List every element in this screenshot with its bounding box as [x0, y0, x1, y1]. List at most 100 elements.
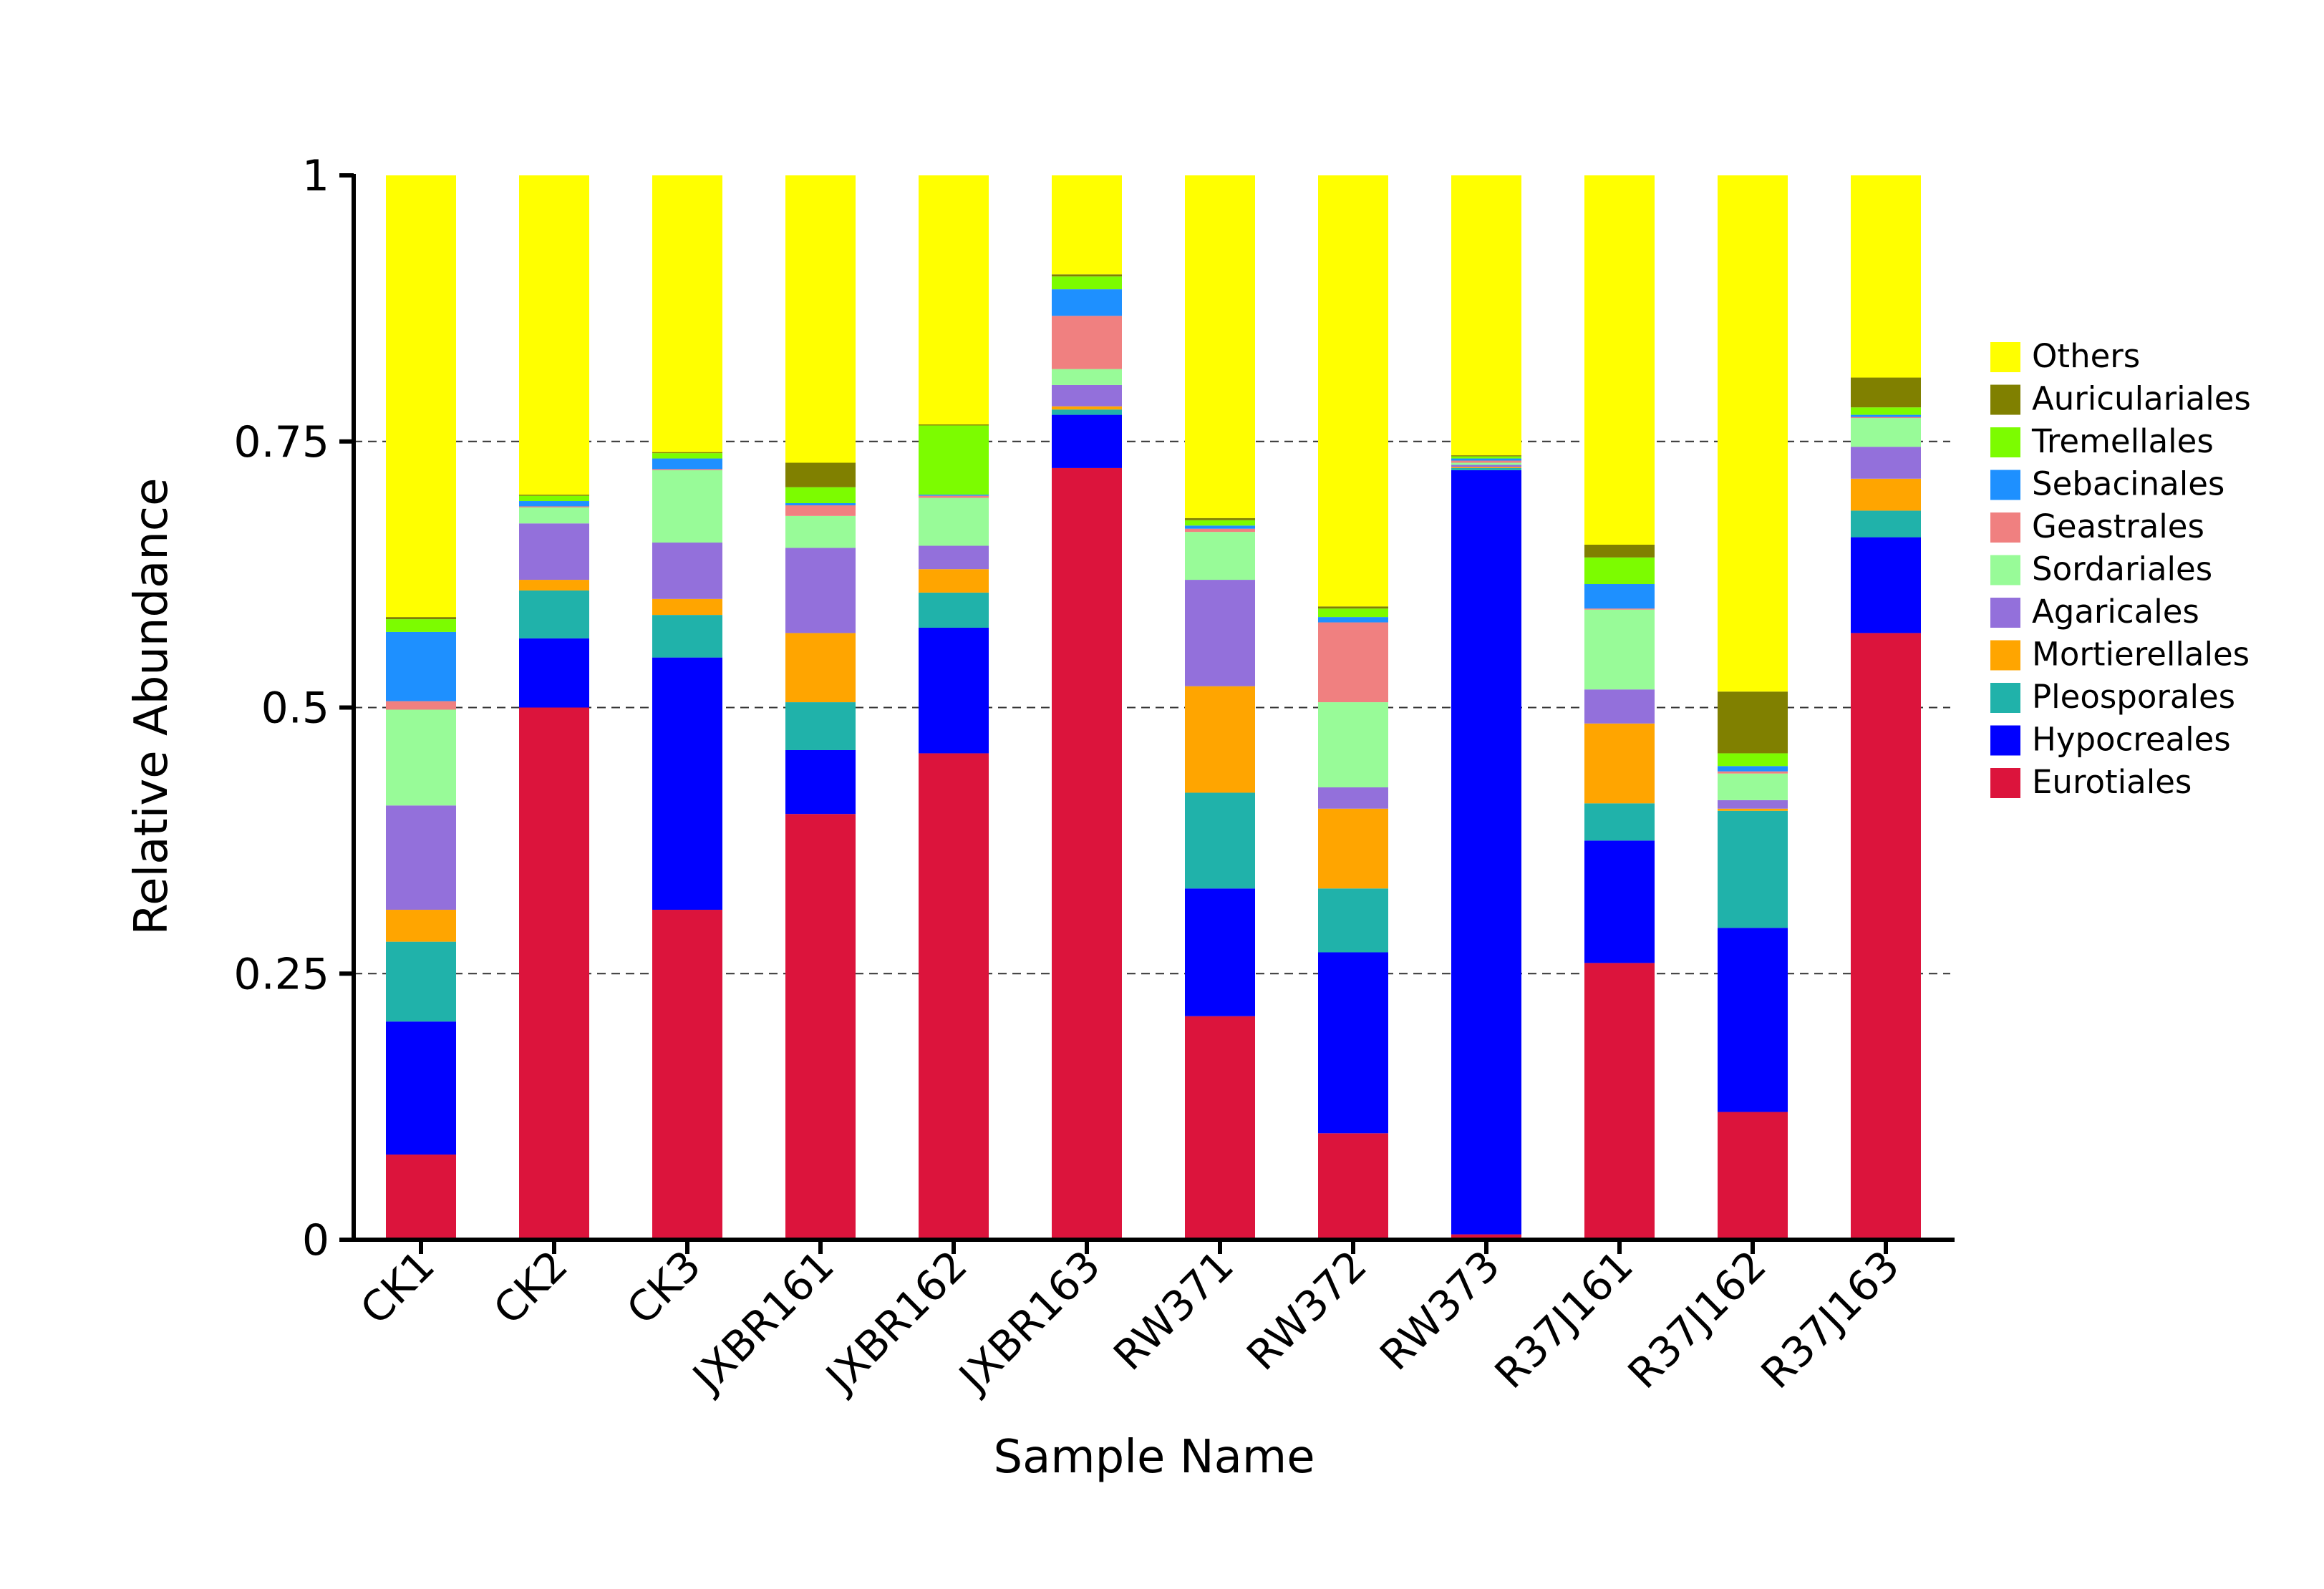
bar-segment-eurotiales-ck3 — [652, 910, 722, 1240]
legend-swatch — [1990, 512, 2020, 543]
bar-segment-hypocreales-rw371 — [1185, 888, 1255, 1016]
bar-segment-pleosporales-jxbr161 — [785, 702, 856, 750]
bar-segment-sebacinales-r37j163 — [1851, 414, 1921, 417]
legend-swatch — [1990, 598, 2020, 628]
x-tick-label: CK1 — [351, 1241, 444, 1334]
bar-segment-hypocreales-rw372 — [1318, 952, 1388, 1134]
bar-segment-auriculariales-r37j161 — [1584, 544, 1655, 558]
bar-segment-sordariales-jxbr162 — [919, 497, 989, 546]
bar-segment-geastrales-jxbr162 — [919, 495, 989, 498]
bar-segment-eurotiales-r37j161 — [1584, 963, 1655, 1240]
bar-segment-eurotiales-rw373 — [1451, 1234, 1521, 1240]
x-tick-label: JXBR162 — [815, 1241, 977, 1402]
legend-label: Sordariales — [2032, 550, 2212, 588]
bar-segment-others-r37j163 — [1851, 175, 1921, 378]
bar-segment-agaricales-rw373 — [1451, 465, 1521, 467]
legend-label: Others — [2032, 337, 2140, 375]
bar-segment-sordariales-rw373 — [1451, 462, 1521, 465]
bar-segment-auriculariales-r37j163 — [1851, 377, 1921, 408]
bar-segment-sordariales-r37j161 — [1584, 609, 1655, 690]
bar-segment-geastrales-rw371 — [1185, 528, 1255, 533]
bar-segment-geastrales-rw373 — [1451, 460, 1521, 463]
y-tick-label: 1 — [302, 151, 329, 201]
y-tick-label: 0.75 — [233, 417, 329, 467]
bar-segment-sebacinales-ck3 — [652, 458, 722, 470]
legend-label: Agaricales — [2032, 593, 2199, 631]
bar-segment-pleosporales-ck2 — [519, 590, 589, 638]
legend-swatch — [1990, 470, 2020, 500]
legend-swatch — [1990, 768, 2020, 798]
x-tick-label: R37J161 — [1486, 1241, 1642, 1398]
bar-segment-hypocreales-jxbr163 — [1052, 414, 1122, 468]
bar-segment-others-r37j161 — [1584, 175, 1655, 545]
bar-segment-others-rw371 — [1185, 175, 1255, 518]
bar-segment-auriculariales-rw373 — [1451, 455, 1521, 457]
bar-segment-sordariales-ck3 — [652, 470, 722, 543]
bar-segment-tremellales-ck1 — [386, 619, 456, 632]
bar-segment-auriculariales-jxbr161 — [785, 462, 856, 487]
x-tick-label: R37J163 — [1752, 1241, 1909, 1398]
legend: Others Auriculariales Tremellales Sebacinal… — [1990, 337, 2251, 801]
bar-segment-agaricales-jxbr162 — [919, 545, 989, 570]
bar-segment-eurotiales-ck2 — [519, 707, 589, 1240]
bar-segment-sebacinales-r37j162 — [1718, 766, 1788, 772]
bar-segment-eurotiales-r37j162 — [1718, 1112, 1788, 1240]
y-tick-label: 0 — [302, 1215, 329, 1265]
x-tick-label: CK3 — [617, 1241, 710, 1334]
bar-segment-pleosporales-rw371 — [1185, 792, 1255, 889]
bar-segment-hypocreales-rw373 — [1451, 470, 1521, 1235]
y-tick-label: 0.25 — [233, 949, 329, 999]
bar-segment-sordariales-r37j162 — [1718, 773, 1788, 800]
bar-segment-pleosporales-r37j161 — [1584, 803, 1655, 841]
bar-segment-hypocreales-r37j162 — [1718, 928, 1788, 1112]
bar-segment-sebacinales-r37j161 — [1584, 584, 1655, 609]
bar-segment-tremellales-rw371 — [1185, 520, 1255, 526]
bar-segment-eurotiales-rw371 — [1185, 1016, 1255, 1240]
bar-segment-agaricales-r37j162 — [1718, 800, 1788, 809]
bar-segment-hypocreales-ck3 — [652, 657, 722, 910]
x-tick-label: RW371 — [1104, 1241, 1243, 1380]
bar-segment-sordariales-jxbr161 — [785, 515, 856, 548]
bar-segment-agaricales-rw372 — [1318, 787, 1388, 809]
bar-segment-sordariales-rw372 — [1318, 702, 1388, 788]
bar-segment-geastrales-rw372 — [1318, 622, 1388, 703]
bar-segment-others-r37j162 — [1718, 175, 1788, 692]
bar-segment-geastrales-ck1 — [386, 701, 456, 710]
bar-segment-auriculariales-rw371 — [1185, 517, 1255, 520]
x-tick-label: RW373 — [1370, 1241, 1509, 1380]
bar-segment-auriculariales-r37j162 — [1718, 691, 1788, 754]
y-ticks: 0 0.25 0.5 0.75 1 — [233, 151, 354, 1265]
bar-segment-hypocreales-r37j161 — [1584, 840, 1655, 963]
bar-segment-mortierellales-jxbr163 — [1052, 406, 1122, 410]
bar-segment-sebacinales-jxbr161 — [785, 502, 856, 505]
bar-segment-others-jxbr163 — [1052, 175, 1122, 275]
x-ticks: CK1 CK2 CK3JXBR161JXBR162JXBR163RW371RW372… — [351, 1240, 1909, 1402]
bar-segment-others-jxbr162 — [919, 175, 989, 424]
bar-segment-sebacinales-jxbr163 — [1052, 289, 1122, 316]
bar-segment-sebacinales-ck1 — [386, 631, 456, 701]
bar-segment-tremellales-rw373 — [1451, 456, 1521, 459]
bar-segment-geastrales-ck3 — [652, 469, 722, 470]
legend-label: Geastrales — [2032, 507, 2204, 545]
bar-segment-mortierellales-jxbr161 — [785, 633, 856, 703]
bar-segment-geastrales-r37j163 — [1851, 417, 1921, 419]
bar-segment-tremellales-rw372 — [1318, 608, 1388, 618]
bar-segment-tremellales-ck3 — [652, 453, 722, 459]
x-tick-label: RW372 — [1237, 1241, 1376, 1380]
bar-segment-mortierellales-ck2 — [519, 580, 589, 591]
bar-segment-mortierellales-r37j163 — [1851, 478, 1921, 511]
bar-segment-sebacinales-rw373 — [1451, 458, 1521, 461]
bar-segment-tremellales-r37j163 — [1851, 407, 1921, 415]
bar-segment-pleosporales-jxbr163 — [1052, 409, 1122, 415]
legend-label: Eurotiales — [2032, 763, 2192, 801]
bar-segment-sebacinales-ck2 — [519, 501, 589, 507]
bars — [386, 175, 1921, 1240]
legend-label: Mortierellales — [2032, 636, 2250, 674]
bar-segment-tremellales-r37j161 — [1584, 557, 1655, 585]
bar-segment-others-ck3 — [652, 175, 722, 452]
bar-segment-pleosporales-rw372 — [1318, 888, 1388, 953]
bar-segment-tremellales-r37j162 — [1718, 753, 1788, 767]
bar-segment-others-ck2 — [519, 175, 589, 495]
bar-segment-hypocreales-jxbr161 — [785, 749, 856, 815]
